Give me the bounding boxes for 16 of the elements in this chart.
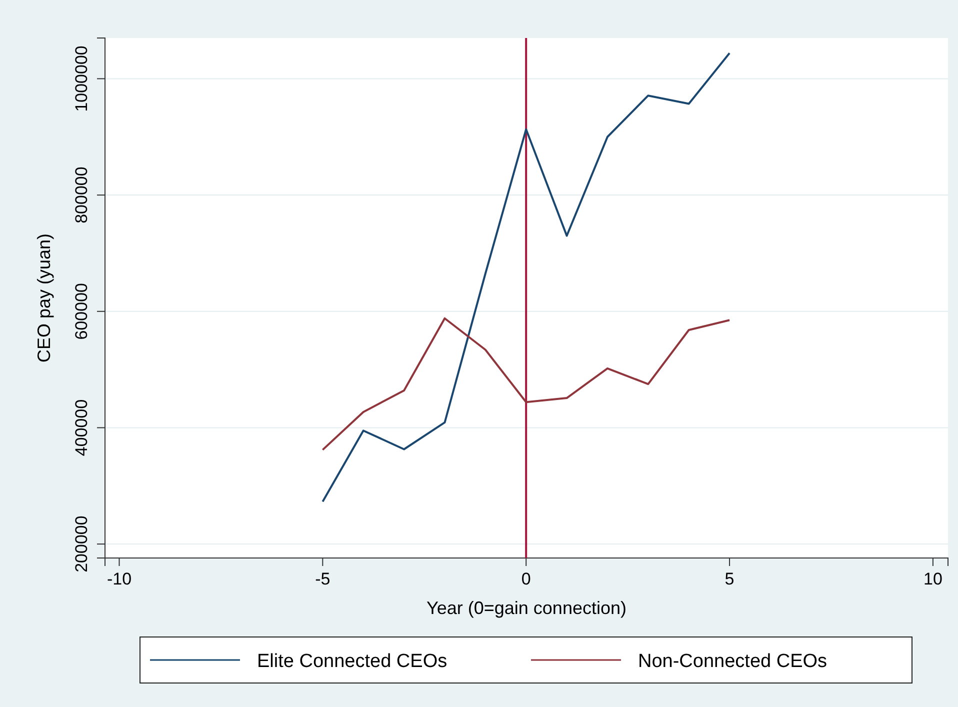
- y-tick-label: 600000: [72, 283, 91, 340]
- line-series: [322, 317, 731, 451]
- y-tick-label: 1000000: [72, 46, 91, 112]
- x-tick-label: -5: [315, 569, 330, 588]
- y-axis-title: CEO pay (yuan): [34, 233, 54, 363]
- y-tick-label: 800000: [72, 166, 91, 224]
- x-tick-label: 5: [724, 569, 734, 588]
- y-tick-label: 400000: [72, 399, 91, 456]
- line-series: [322, 52, 731, 503]
- x-axis-title: Year (0=gain connection): [426, 598, 626, 618]
- y-tick-label: 200000: [72, 516, 91, 572]
- legend-label: Elite Connected CEOs: [257, 651, 448, 672]
- x-tick-label: 0: [521, 569, 531, 588]
- legend-label: Non-Connected CEOs: [638, 651, 828, 672]
- x-tick-label: -10: [106, 569, 132, 588]
- x-tick-label: 10: [923, 569, 942, 588]
